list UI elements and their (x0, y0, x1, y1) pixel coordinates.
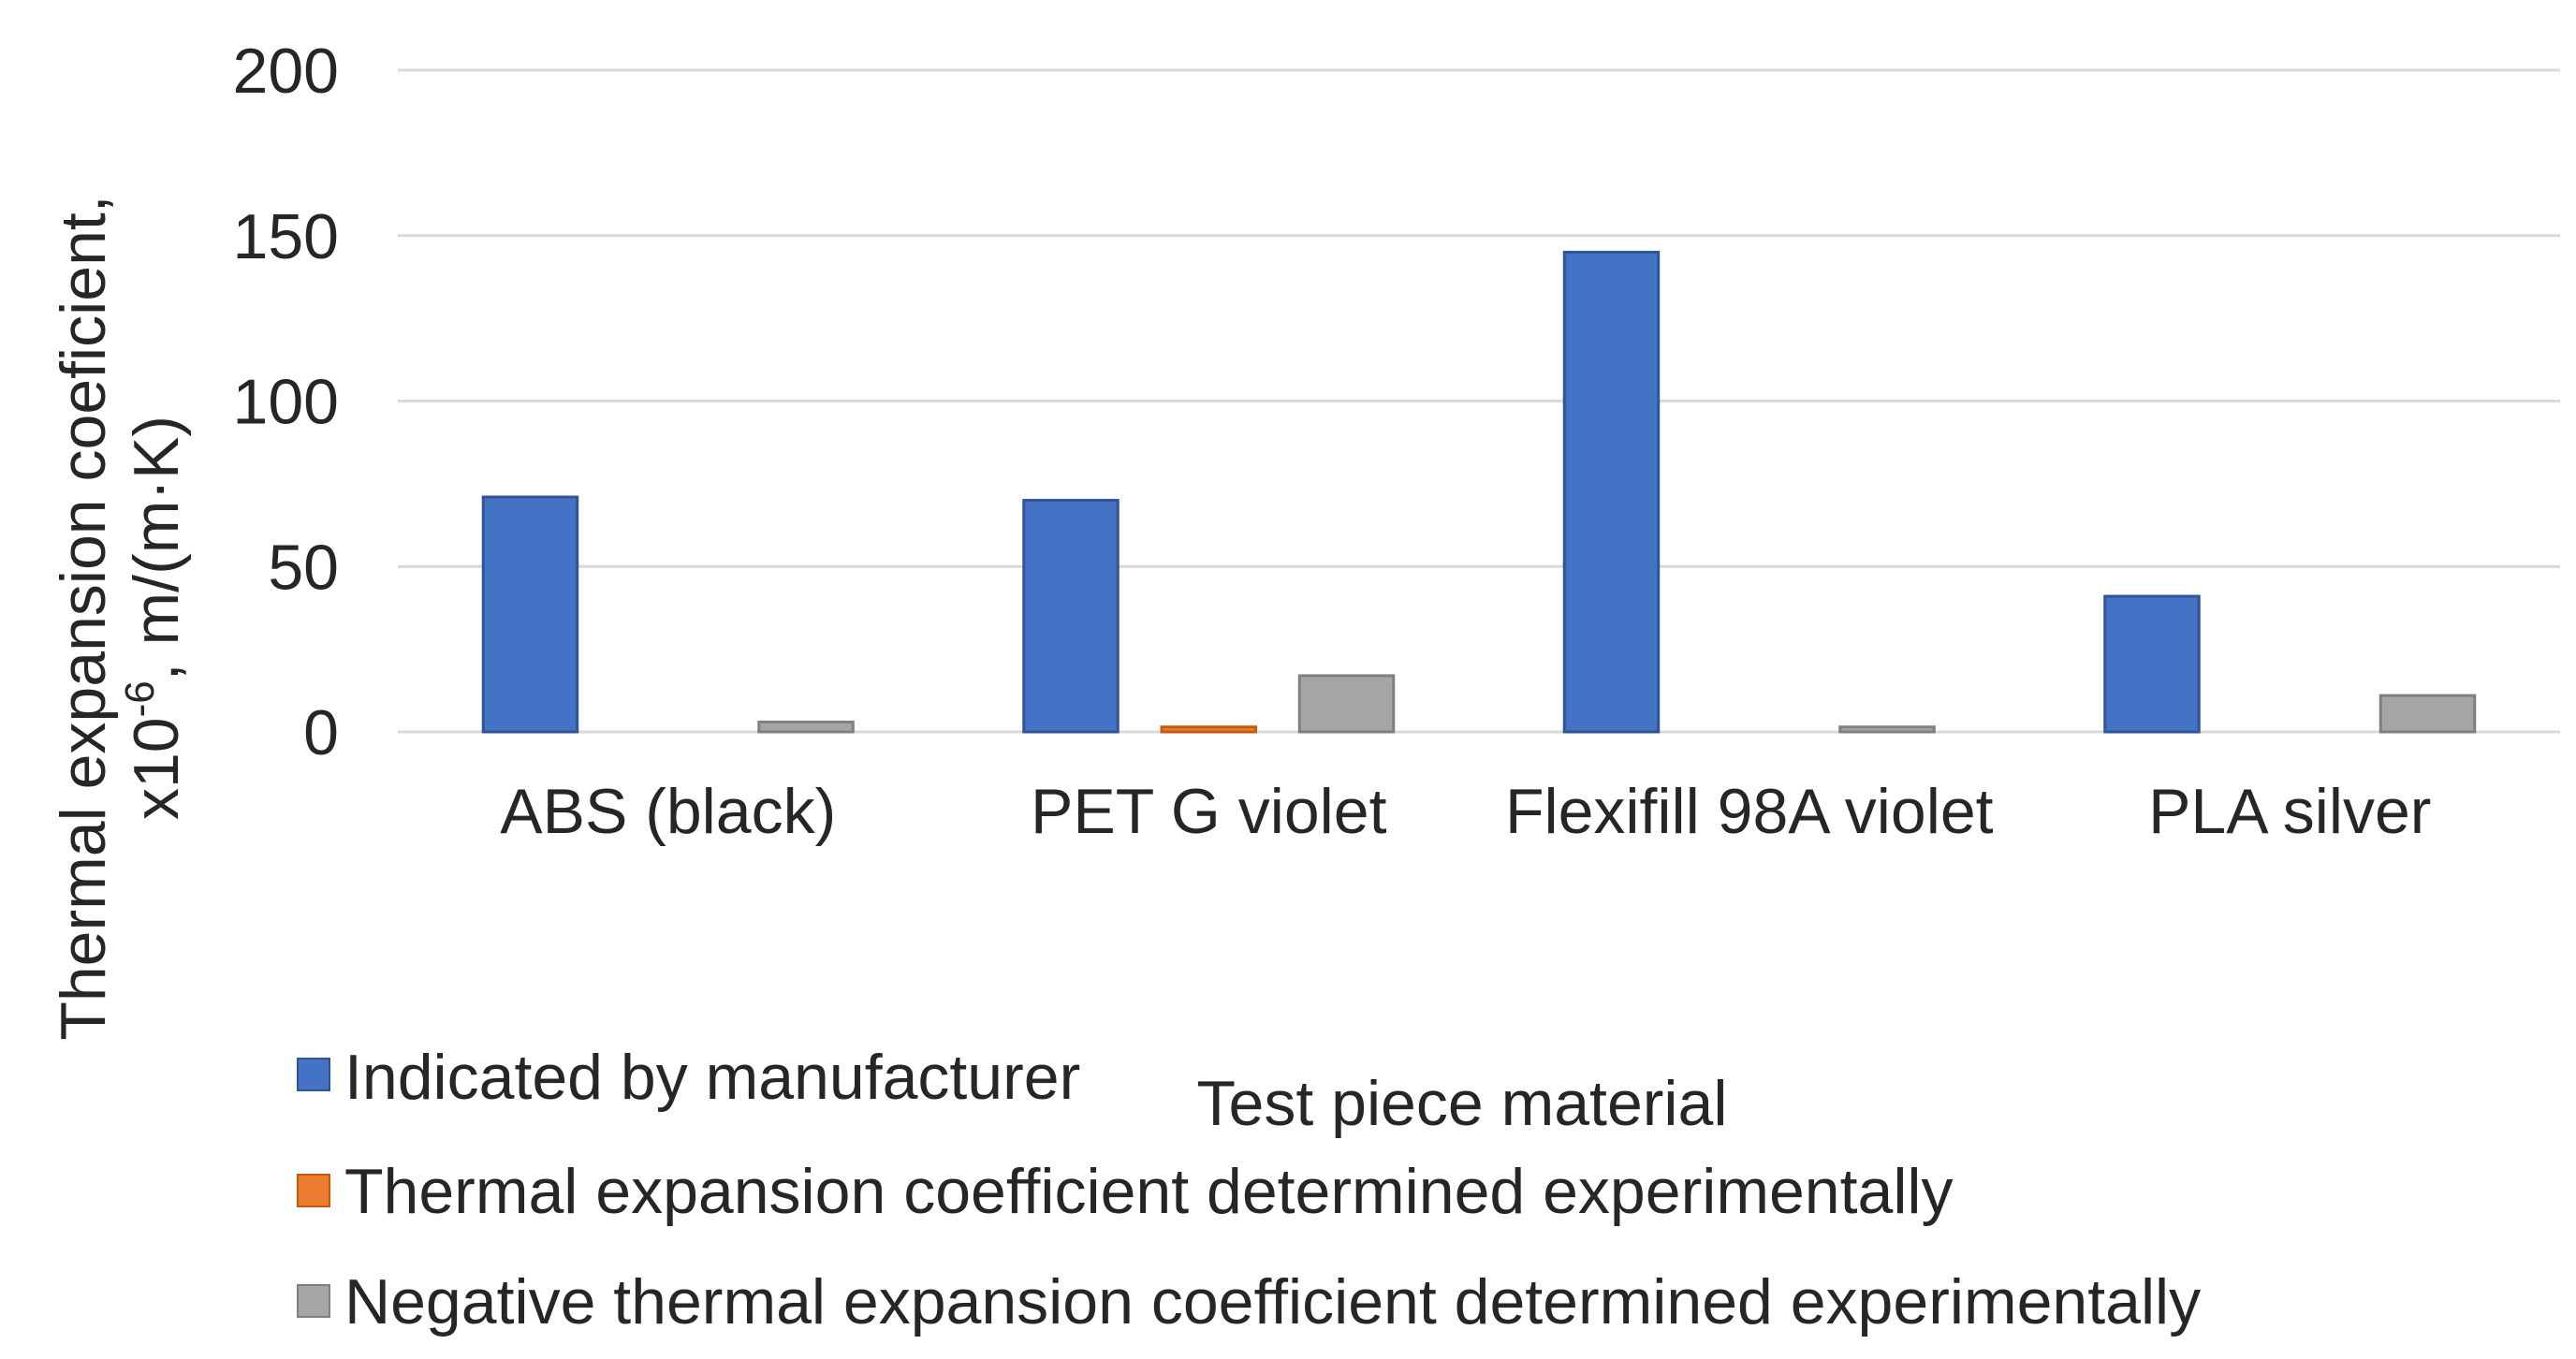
bar-1-1 (481, 495, 579, 734)
y-tick-label: 0 (303, 697, 339, 768)
x-axis-title: Test piece material (1197, 1068, 1728, 1139)
y-tick-label: 50 (268, 532, 339, 603)
y-axis-title: Thermal expansion coeficient, x10-6, m/(… (48, 195, 192, 1040)
y-axis-title-line1: Thermal expansion coeficient, (48, 195, 119, 1040)
legend: Indicated by manufacturer Thermal expans… (297, 1042, 2201, 1337)
y-tick-label: 100 (233, 367, 339, 438)
y-axis-title-line2: x10-6, m/(m·K) (117, 416, 192, 820)
y-tick-labels: 0 50 100 150 200 (233, 36, 339, 768)
y-axis-title-exponent: -6 (117, 680, 163, 717)
x-tick-label: PET G violet (1031, 776, 1387, 847)
bar-1-4 (2103, 594, 2201, 734)
bar-1-3 (1562, 250, 1661, 734)
legend-swatch-manufacturer (297, 1058, 330, 1091)
legend-label-experimental: Thermal expansion coefficient determined… (344, 1156, 1954, 1227)
bar-3-1 (757, 720, 855, 734)
y-tick-label: 150 (233, 201, 339, 272)
legend-label-manufacturer: Indicated by manufacturer (344, 1042, 1080, 1113)
x-tick-label: Flexifill 98A violet (1505, 776, 1994, 847)
bar-1-2 (1022, 499, 1120, 734)
x-tick-label: PLA silver (2148, 776, 2431, 847)
x-tick-labels: ABS (black) PET G violet Flexifill 98A vio… (500, 776, 2431, 847)
x-tick-label: ABS (black) (500, 776, 836, 847)
bars (481, 250, 2477, 734)
legend-swatch-experimental (297, 1174, 330, 1207)
legend-item-experimental: Thermal expansion coefficient determined… (297, 1156, 1954, 1227)
y-axis-title-prefix: x10 (121, 717, 192, 820)
legend-item-negative: Negative thermal expansion coefficient d… (297, 1266, 2201, 1337)
legend-item-manufacturer: Indicated by manufacturer (297, 1042, 1080, 1113)
bar-3-3 (1838, 725, 1936, 734)
legend-label-negative: Negative thermal expansion coefficient d… (344, 1266, 2201, 1337)
y-tick-label: 200 (233, 36, 339, 107)
y-axis-title-suffix: , m/(m·K) (121, 416, 192, 680)
legend-swatch-negative (297, 1284, 330, 1318)
bar-2-2 (1160, 725, 1257, 734)
bar-3-2 (1297, 674, 1396, 734)
gridlines (398, 68, 2560, 734)
bar-3-4 (2378, 694, 2477, 734)
